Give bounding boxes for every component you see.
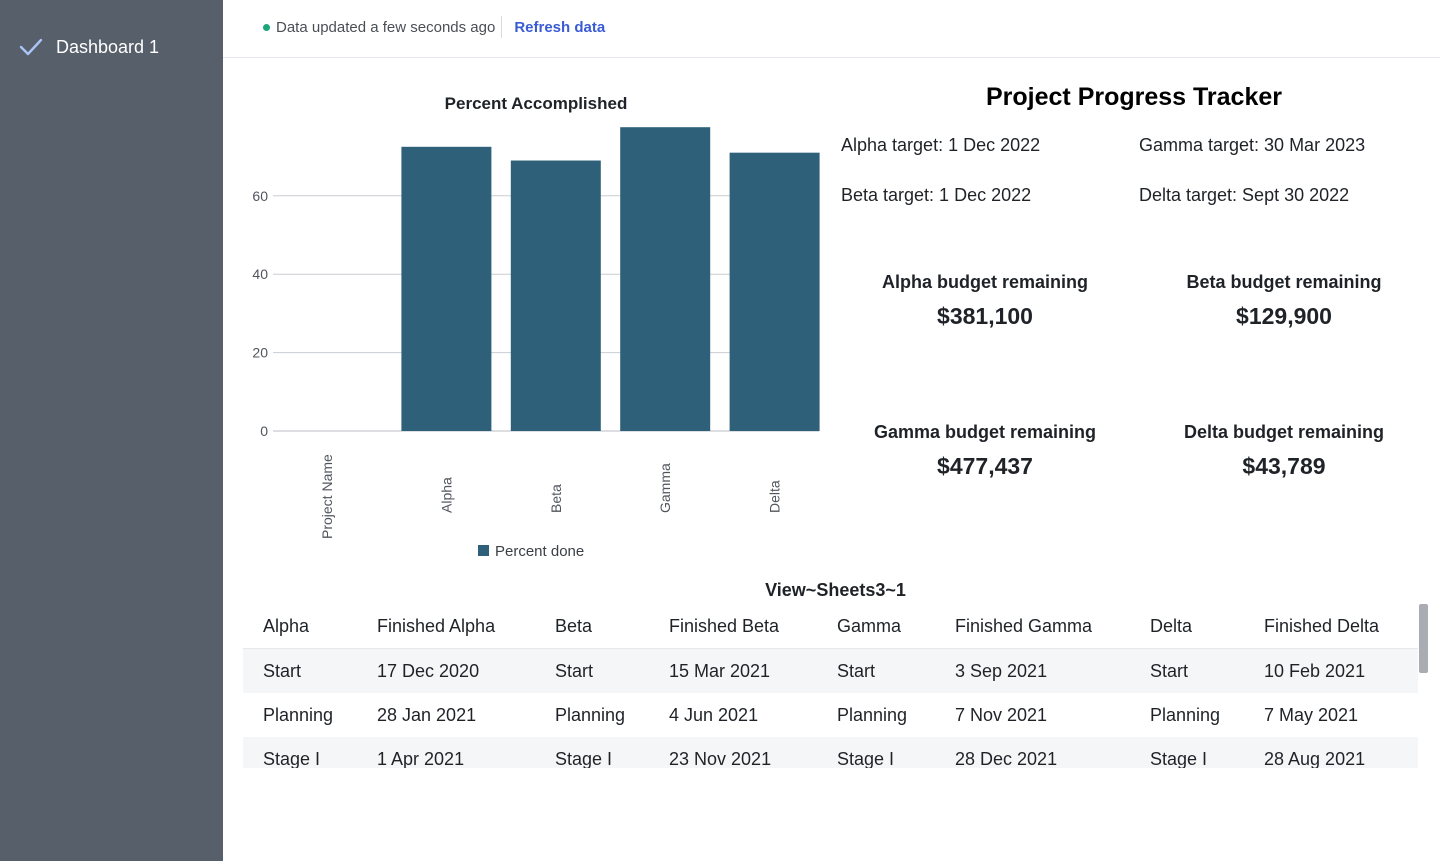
sidebar-item-dashboard-1[interactable]: Dashboard 1 — [18, 34, 159, 60]
gamma-target: Gamma target: 30 Mar 2023 — [1139, 135, 1366, 155]
column-header: Beta — [535, 604, 649, 649]
beta-budget-value: $129,900 — [1236, 303, 1332, 329]
bar-delta — [729, 152, 820, 431]
beta-target: Beta target: 1 Dec 2022 — [841, 185, 1032, 205]
table-cell: Stage I — [817, 737, 935, 768]
alpha-target: Alpha target: 1 Dec 2022 — [841, 135, 1041, 155]
status-text: Data updated a few seconds ago — [276, 18, 496, 36]
table-title: View~Sheets3~1 — [765, 580, 906, 600]
table-cell: 15 Mar 2021 — [649, 648, 817, 693]
table-row: Start 17 Dec 2020 Start 15 Mar 2021 Star… — [243, 648, 1418, 693]
legend-swatch — [478, 545, 489, 556]
table-cell: 10 Feb 2021 — [1244, 648, 1418, 693]
delta-budget-card: Delta budget remaining $43,789 — [1134, 422, 1434, 480]
column-header: Finished Alpha — [357, 604, 535, 649]
y-tick-label: 20 — [252, 345, 268, 361]
table-cell: Start — [1130, 648, 1244, 693]
alpha-budget-label: Alpha budget remaining — [881, 272, 1088, 292]
gamma-budget-value: $477,437 — [937, 453, 1033, 479]
x-axis-label: Project Name — [319, 454, 335, 539]
table-cell: 3 Sep 2021 — [935, 648, 1130, 693]
column-header: Alpha — [243, 604, 357, 649]
x-tick-label: Delta — [767, 480, 783, 513]
table-cell: Planning — [263, 704, 334, 725]
column-header: Finished Delta — [1244, 604, 1418, 649]
column-header: Finished Gamma — [935, 604, 1130, 649]
percent-accomplished-chart: Percent Accomplished 0 20 40 60 Project Name A… — [223, 57, 838, 577]
project-progress-tracker: Project Progress Tracker Alpha target: 1… — [838, 57, 1440, 557]
table-cell: 1 Apr 2021 — [357, 737, 535, 768]
gamma-budget-card: Gamma budget remaining $477,437 — [835, 422, 1135, 480]
chart-title: Percent Accomplished — [445, 94, 628, 113]
tracker-title: Project Progress Tracker — [986, 83, 1282, 111]
x-tick-label: Gamma — [657, 463, 673, 513]
sidebar-item-label: Dashboard 1 — [56, 36, 160, 57]
bar-chart-svg: Percent Accomplished 0 20 40 60 Project Name A… — [252, 94, 820, 560]
x-tick-label: Beta — [548, 484, 564, 513]
delta-budget-value: $43,789 — [1242, 453, 1326, 479]
bar-alpha — [401, 146, 492, 432]
table-cell: Start — [817, 648, 935, 693]
beta-budget-label: Beta budget remaining — [1186, 272, 1382, 292]
table-header-row: Alpha Finished Alpha Beta Finished Beta … — [243, 604, 1418, 649]
table-scrollbar[interactable] — [1419, 604, 1428, 673]
status-dot-icon — [263, 23, 270, 31]
table-cell: Start — [535, 648, 649, 693]
table-cell: 7 May 2021 — [1264, 704, 1359, 725]
alpha-budget-value: $381,100 — [937, 303, 1033, 329]
y-tick-label: 40 — [252, 266, 268, 282]
table-cell: 28 Dec 2021 — [935, 737, 1130, 768]
bar-beta — [510, 160, 601, 431]
table-cell: Planning — [837, 704, 908, 725]
table-row: Planning 28 Jan 2021 Planning 4 Jun 2021… — [243, 693, 1418, 737]
delta-budget-label: Delta budget remaining — [1183, 422, 1385, 442]
x-tick-label: Alpha — [438, 477, 454, 513]
table-cell: Stage I — [1130, 737, 1244, 768]
bar-gamma — [620, 127, 711, 431]
milestones-table-container: Alpha Finished Alpha Beta Finished Beta … — [243, 604, 1418, 768]
table-cell: 17 Dec 2020 — [357, 648, 535, 693]
milestones-table: Alpha Finished Alpha Beta Finished Beta … — [243, 604, 1418, 768]
table-cell: Start — [243, 648, 357, 693]
table-cell: Planning — [555, 704, 626, 725]
column-header: Delta — [1130, 604, 1244, 649]
table-cell: 28 Aug 2021 — [1244, 737, 1418, 768]
data-status: Data updated a few seconds ago Refresh d… — [263, 16, 605, 38]
table-cell: 7 Nov 2021 — [955, 704, 1048, 725]
sidebar: Dashboard 1 — [0, 0, 223, 861]
beta-budget-card: Beta budget remaining $129,900 — [1134, 272, 1434, 330]
table-cell: 28 Jan 2021 — [377, 704, 477, 725]
column-header: Finished Beta — [649, 604, 817, 649]
alpha-budget-card: Alpha budget remaining $381,100 — [835, 272, 1135, 330]
y-tick-label: 60 — [252, 188, 268, 204]
top-bar: Data updated a few seconds ago Refresh d… — [223, 0, 1440, 58]
table-cell: Planning — [1150, 704, 1221, 725]
column-header: Gamma — [817, 604, 935, 649]
table-cell: Stage I — [535, 737, 649, 768]
check-icon — [19, 38, 43, 56]
gamma-budget-label: Gamma budget remaining — [873, 422, 1097, 442]
refresh-data-button[interactable]: Refresh data — [514, 18, 606, 36]
divider — [501, 16, 503, 38]
table-cell: Stage I — [243, 737, 357, 768]
legend-label: Percent done — [495, 543, 584, 560]
delta-target: Delta target: Sept 30 2022 — [1139, 185, 1350, 205]
table-row: Stage I 1 Apr 2021 Stage I 23 Nov 2021 S… — [243, 737, 1418, 768]
y-tick-label: 0 — [260, 423, 268, 439]
table-cell: 23 Nov 2021 — [649, 737, 817, 768]
table-cell: 4 Jun 2021 — [669, 704, 759, 725]
